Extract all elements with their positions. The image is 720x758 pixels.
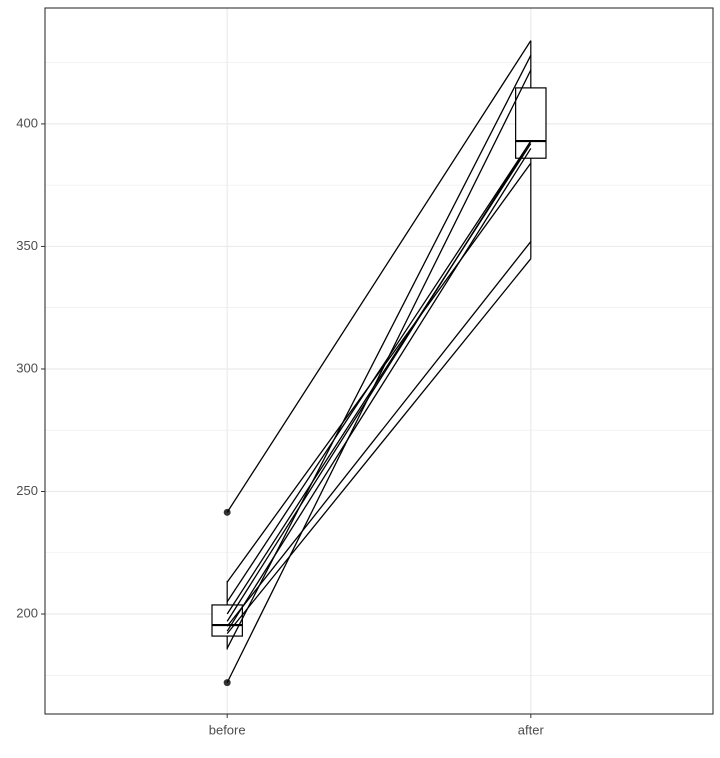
x-tick-label: after (518, 722, 545, 737)
panel-border (44, 7, 714, 715)
pair-line (226, 69, 532, 683)
y-tick-label: 250 (16, 483, 38, 498)
y-tick-label: 200 (16, 605, 38, 620)
x-tick-label: before (209, 722, 246, 737)
pair-line (226, 148, 532, 632)
y-tick-label: 300 (16, 360, 38, 375)
pair-line (226, 140, 532, 622)
y-tick-label: 350 (16, 238, 38, 253)
y-tick-label: 400 (16, 115, 38, 130)
pair-line (226, 258, 532, 635)
box (515, 87, 547, 159)
pair-line (226, 40, 532, 513)
pair-line (226, 54, 532, 649)
pair-line (226, 241, 532, 627)
pair-line (226, 140, 532, 603)
pair-line (226, 162, 532, 583)
